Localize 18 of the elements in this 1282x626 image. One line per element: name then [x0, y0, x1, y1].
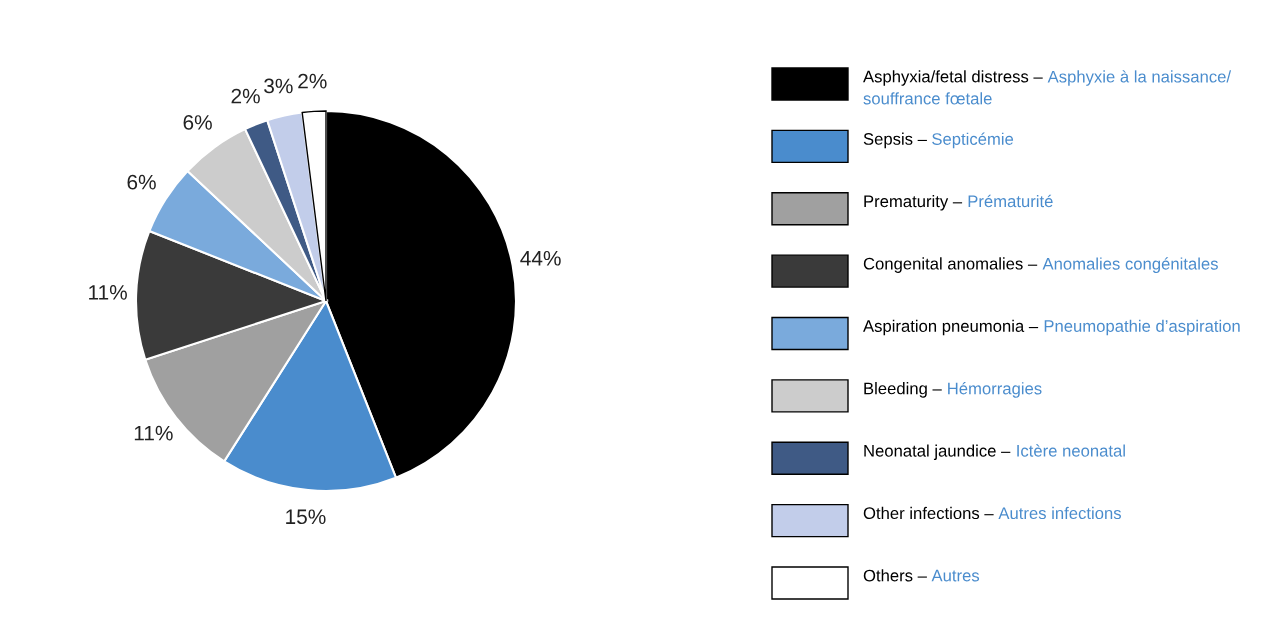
legend-label: Aspiration pneumonia – Pneumopathie d’aspiration	[863, 319, 1240, 336]
legend-label: Others – Autres	[863, 569, 980, 582]
data-label: 44%	[520, 250, 561, 266]
legend-label: Sepsis – Septicémie	[863, 132, 1014, 149]
data-label: 3%	[264, 78, 293, 94]
data-label: 2%	[231, 88, 260, 104]
data-label: 11%	[134, 425, 173, 441]
legend-label: Neonatal jaundice – Ictère neonatal	[864, 444, 1125, 461]
data-label: 11%	[89, 285, 127, 300]
data-label: 6%	[127, 174, 156, 190]
data-label: 6%	[183, 115, 212, 130]
legend-label: Prematurity – Prématurité	[864, 194, 1053, 211]
data-label: 15%	[286, 509, 326, 525]
legend-label: Other infections – Autres infections	[863, 506, 1121, 520]
legend-label: Congenital anomalies – Anomalies congénitales	[863, 257, 1218, 273]
data-label: 2%	[298, 73, 327, 89]
legend-label: Bleeding – Hémorragies	[864, 382, 1042, 398]
category-label: Asphyxia/fetal distress – Asphyxie à la naissance/ souffrance fœtale	[863, 70, 1232, 105]
